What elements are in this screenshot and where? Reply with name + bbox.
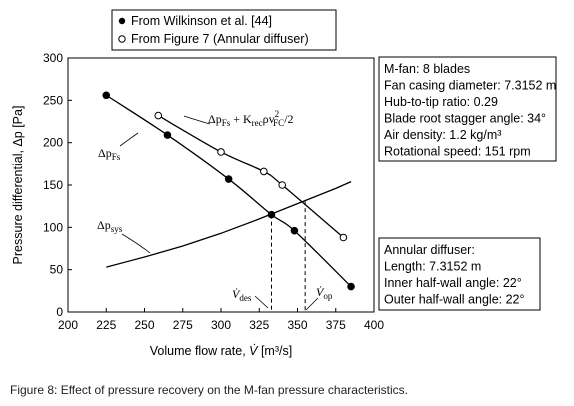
operating-label-arrow xyxy=(305,297,319,311)
legend-marker-filled xyxy=(118,17,126,25)
legend-label-wilkinson: From Wilkinson et al. [44] xyxy=(131,14,272,28)
data-point-open xyxy=(278,181,287,189)
diffuser-spec-line: Outer half-wall angle: 22° xyxy=(384,293,525,307)
operating-flow-label: V̇op xyxy=(316,285,333,301)
x-tick-label: 225 xyxy=(96,318,116,332)
annotation-dp-fs: ΔpFs xyxy=(98,146,121,162)
annotation-dp-sys: Δpsys xyxy=(97,218,123,234)
x-tick-label: 275 xyxy=(173,318,193,332)
legend-box xyxy=(111,9,337,51)
data-point-filled xyxy=(290,226,299,235)
design-flow-label: V̇des xyxy=(232,287,252,303)
fan-spec-box xyxy=(378,56,557,162)
y-tick-label: 50 xyxy=(50,263,64,277)
fan-spec-line: Blade root stagger angle: 34° xyxy=(384,112,546,126)
y-tick-label: 300 xyxy=(43,51,63,65)
x-tick-label: 375 xyxy=(326,318,346,332)
y-tick-label: 0 xyxy=(56,305,63,319)
x-tick-label: 400 xyxy=(364,318,384,332)
plot-frame xyxy=(67,57,375,313)
y-tick-label: 100 xyxy=(43,220,63,234)
annotation-dp-fs-leader xyxy=(119,132,139,147)
x-tick-label: 300 xyxy=(211,318,231,332)
x-tick-label: 250 xyxy=(134,318,154,332)
y-tick-label: 150 xyxy=(43,178,63,192)
legend-label-figure7: From Figure 7 (Annular diffuser) xyxy=(131,32,309,46)
fan-spec-lines: M-fan: 8 blades Fan casing diameter: 7.31… xyxy=(384,62,556,159)
annotation-dp-fs-rec-leader xyxy=(183,115,211,125)
y-tick-label: 250 xyxy=(43,93,63,107)
series-line-dp-fs xyxy=(105,94,352,288)
data-point-filled xyxy=(224,175,233,183)
x-axis-title: Volume flow rate, V̇ [m³/s] xyxy=(150,344,292,358)
data-point-filled xyxy=(347,282,355,291)
y-axis-ticks: 0 50 100 150 200 250 300 xyxy=(43,51,72,319)
data-point-open xyxy=(260,167,268,176)
data-point-open xyxy=(154,111,163,120)
figure-caption: Figure 8: Effect of pressure recovery on… xyxy=(10,383,408,397)
marker-layer xyxy=(102,91,355,291)
annotation-dp-fs-rec: ΔpFs + Krecρv2 FC/2 xyxy=(208,109,294,128)
diffuser-spec-line: Annular diffuser: xyxy=(384,243,475,257)
series-line-dp-sys xyxy=(106,181,352,268)
fan-spec-line: Air density: 1.2 kg/m³ xyxy=(384,128,501,142)
diffuser-spec-line: Inner half-wall angle: 22° xyxy=(384,276,522,290)
data-point-filled xyxy=(163,131,172,139)
fan-spec-line: Hub-to-tip ratio: 0.29 xyxy=(384,95,498,109)
fan-spec-line: M-fan: 8 blades xyxy=(384,62,470,76)
y-axis-title: Pressure differential, Δp [Pa] xyxy=(11,106,25,265)
diffuser-spec-lines: Annular diffuser: Length: 7.3152 m Inner h… xyxy=(384,243,525,307)
fan-spec-line: Fan casing diameter: 7.3152 m xyxy=(384,79,556,93)
data-point-filled xyxy=(102,91,111,100)
diffuser-spec-line: Length: 7.3152 m xyxy=(384,260,481,274)
fan-spec-line: Rotational speed: 151 rpm xyxy=(384,145,531,159)
legend-marker-open xyxy=(118,35,126,43)
diffuser-spec-box xyxy=(378,237,541,311)
x-axis-ticks: 200 225 250 275 300 325 350 375 400 xyxy=(58,308,384,332)
x-tick-label: 200 xyxy=(58,318,78,332)
annotation-dp-sys-leader xyxy=(121,233,151,254)
x-tick-label: 325 xyxy=(249,318,269,332)
data-point-open xyxy=(339,233,348,242)
data-point-open xyxy=(217,148,225,156)
x-tick-label: 350 xyxy=(287,318,307,332)
y-tick-label: 200 xyxy=(43,136,63,150)
series-line-dp-fs-rec xyxy=(157,115,344,238)
design-label-arrow xyxy=(254,295,269,309)
